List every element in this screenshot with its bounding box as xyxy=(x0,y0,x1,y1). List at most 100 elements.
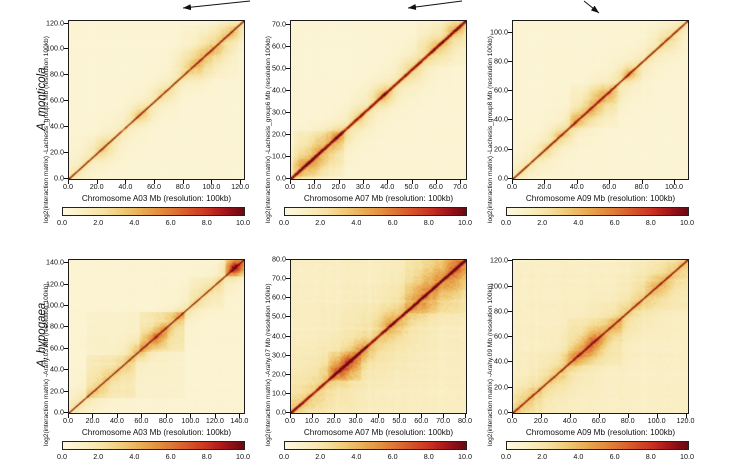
heatmap-plot-area xyxy=(512,259,689,414)
y-tick-mark xyxy=(508,90,512,92)
colorbar-ticks: 0.0 2.0 4.0 6.0 8.0 10.0 xyxy=(279,218,472,227)
y-tick-mark xyxy=(64,152,68,154)
x-axis-tick-label: 0.0 xyxy=(285,416,295,425)
colorbar-tick-label: 0.0 xyxy=(501,452,511,461)
x-axis-label: Chromosome A03 Mb (resolution: 100kb) xyxy=(81,194,232,203)
colorbar-tick-label: 4.0 xyxy=(129,218,140,227)
y-axis-tick-label: 20.0 xyxy=(50,386,64,396)
x-tick-mark xyxy=(290,414,291,418)
x-tick-mark xyxy=(387,180,389,184)
y-tick-mark xyxy=(286,46,290,48)
y-axis-tick-label: 100.0 xyxy=(46,300,64,310)
y-axis-tick-label: 100.0 xyxy=(490,27,508,37)
x-tick-mark xyxy=(421,414,423,418)
x-tick-mark xyxy=(165,414,167,418)
colorbar xyxy=(284,207,467,216)
y-axis-tick-label: 70.0 xyxy=(272,19,286,29)
x-tick-mark xyxy=(96,180,98,184)
x-axis-tick-label: 80.0 xyxy=(175,182,190,191)
colorbar-tick-label: 10.0 xyxy=(680,452,694,461)
colorbar-tick-label: 10.0 xyxy=(236,452,250,461)
y-axis-tick-label: 10.0 xyxy=(272,388,286,398)
x-axis-tick-label: 20.0 xyxy=(326,416,341,425)
colorbar-tick-label: 0.0 xyxy=(279,452,289,461)
x-tick-mark xyxy=(355,414,357,418)
colorbar-ticks: 0.0 2.0 4.0 6.0 8.0 10.0 xyxy=(501,218,694,227)
x-tick-mark xyxy=(362,180,364,184)
x-tick-mark xyxy=(656,414,658,418)
x-axis-tick-label: 120.0 xyxy=(205,416,224,425)
x-axis-tick-label: 60.0 xyxy=(428,182,443,191)
x-axis-tick-label: 10.0 xyxy=(307,182,322,191)
x-axis-tick-label: 120.0 xyxy=(676,416,695,425)
x-tick-mark xyxy=(540,414,542,418)
y-axis-tick-label: 40.0 xyxy=(494,114,508,124)
y-tick-mark xyxy=(286,316,290,318)
x-axis-label: Chromosome A07 Mb (resolution: 100kb) xyxy=(303,428,454,437)
x-axis-tick-label: 100.0 xyxy=(665,182,684,191)
x-tick-mark xyxy=(290,180,291,184)
y-axis-tick-label: 120.0 xyxy=(46,279,64,289)
y-axis-tick-label: 0.0 xyxy=(54,173,64,183)
x-axis-tick-label: 100.0 xyxy=(647,416,666,425)
arrow-right-panel xyxy=(583,0,600,14)
colorbar-tick-label: 10.0 xyxy=(680,218,694,227)
x-axis-label: Chromosome A09 Mb (resolution: 100kb) xyxy=(525,428,676,437)
heatmap-plot-area xyxy=(290,259,467,414)
colorbar-tick-label: 10.0 xyxy=(236,218,250,227)
colorbar-tick-label: 2.0 xyxy=(93,218,104,227)
y-tick-mark xyxy=(286,156,290,158)
heatmap-plot-area xyxy=(68,20,245,180)
y-axis-tick-label: 50.0 xyxy=(272,63,286,73)
x-tick-mark xyxy=(314,180,316,184)
y-axis-tick-label: 50.0 xyxy=(272,311,286,321)
y-axis-tick-label: 60.0 xyxy=(494,85,508,95)
x-tick-mark xyxy=(576,180,578,184)
heatmap-plot-area xyxy=(290,20,467,180)
y-tick-mark xyxy=(286,335,290,337)
x-axis-tick-label: 20.0 xyxy=(533,416,548,425)
x-tick-mark xyxy=(214,414,216,418)
y-axis-tick-label: 40.0 xyxy=(272,85,286,95)
y-tick-mark xyxy=(508,412,512,413)
colorbar xyxy=(62,441,245,450)
y-axis-tick-label: 80.0 xyxy=(494,306,508,316)
y-axis-tick-label: 40.0 xyxy=(272,331,286,340)
y-axis-tick-label: 60.0 xyxy=(272,41,286,51)
x-axis-tick-label: 0.0 xyxy=(63,182,73,191)
y-tick-mark xyxy=(64,283,68,285)
y-tick-mark xyxy=(64,305,68,306)
heatmap-plot-area xyxy=(68,259,245,414)
y-axis-tick-label: 100.0 xyxy=(490,281,508,291)
y-axis-tick-label: 80.0 xyxy=(50,321,64,331)
x-tick-mark xyxy=(627,414,629,418)
x-axis-tick-label: 80.0 xyxy=(634,182,649,191)
x-tick-mark xyxy=(211,180,213,184)
x-axis-tick-label: 100.0 xyxy=(181,416,200,425)
y-axis-tick-label: 60.0 xyxy=(50,343,64,353)
colorbar-tick-label: 2.0 xyxy=(315,218,326,227)
x-tick-mark xyxy=(333,414,335,418)
x-axis-label: Chromosome A07 Mb (resolution: 100kb) xyxy=(303,194,454,203)
x-axis-tick-label: 60.0 xyxy=(591,416,606,425)
x-tick-mark xyxy=(443,414,445,418)
x-axis-tick-label: 20.0 xyxy=(85,416,100,425)
x-tick-mark xyxy=(674,180,676,184)
y-axis-tick-label: 20.0 xyxy=(272,129,286,139)
x-tick-mark xyxy=(68,180,69,184)
x-axis-tick-label: 20.0 xyxy=(331,182,346,191)
x-axis-tick-label: 40.0 xyxy=(118,182,133,191)
y-axis-tick-label: 80.0 xyxy=(272,254,286,264)
y-tick-mark xyxy=(286,24,290,26)
y-axis-tick-label: 10.0 xyxy=(272,151,286,161)
x-tick-mark xyxy=(465,414,466,418)
colorbar xyxy=(284,441,467,450)
y-axis-tick-label: 80.0 xyxy=(494,56,508,66)
x-axis-tick-label: 40.0 xyxy=(569,182,584,191)
y-axis-tick-label: 40.0 xyxy=(494,356,508,366)
colorbar-tick-label: 6.0 xyxy=(609,452,620,461)
colorbar-tick-label: 0.0 xyxy=(279,218,289,227)
y-tick-mark xyxy=(508,148,512,150)
y-tick-mark xyxy=(286,373,290,375)
y-axis-tick-label: 0.0 xyxy=(54,407,64,417)
